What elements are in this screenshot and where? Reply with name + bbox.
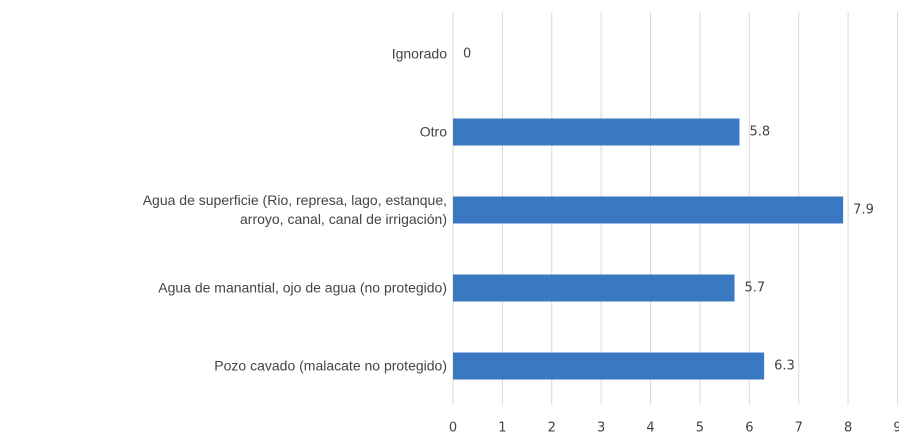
bar — [453, 196, 844, 224]
x-tick-label: 0 — [449, 421, 457, 436]
bar — [453, 118, 740, 146]
x-tick-label: 7 — [795, 421, 803, 436]
data-label: 6.3 — [774, 359, 795, 374]
data-label: 5.8 — [749, 125, 770, 140]
x-tick-label: 3 — [597, 421, 605, 436]
data-label: 7.9 — [853, 203, 874, 218]
x-tick-label: 1 — [498, 421, 506, 436]
y-tick-label: Agua de superficie (Rio, represa, lago, … — [142, 192, 447, 227]
bar — [453, 352, 765, 380]
y-tick-label: Otro — [419, 123, 447, 140]
x-tick-label: 2 — [548, 421, 556, 436]
y-tick-label: Agua de manantial, ojo de agua (no prote… — [158, 279, 447, 296]
y-tick-label: Ignorado — [391, 45, 447, 62]
x-tick-label: 9 — [893, 421, 899, 436]
x-tick-label: 4 — [646, 421, 654, 436]
x-tick-label: 5 — [696, 421, 704, 436]
x-tick-label: 8 — [844, 421, 852, 436]
bar — [453, 274, 735, 302]
data-label: 0 — [463, 47, 471, 62]
x-tick-label: 6 — [745, 421, 753, 436]
y-tick-label: Pozo cavado (malacate no protegido) — [214, 357, 447, 374]
data-label: 5.7 — [745, 281, 766, 296]
